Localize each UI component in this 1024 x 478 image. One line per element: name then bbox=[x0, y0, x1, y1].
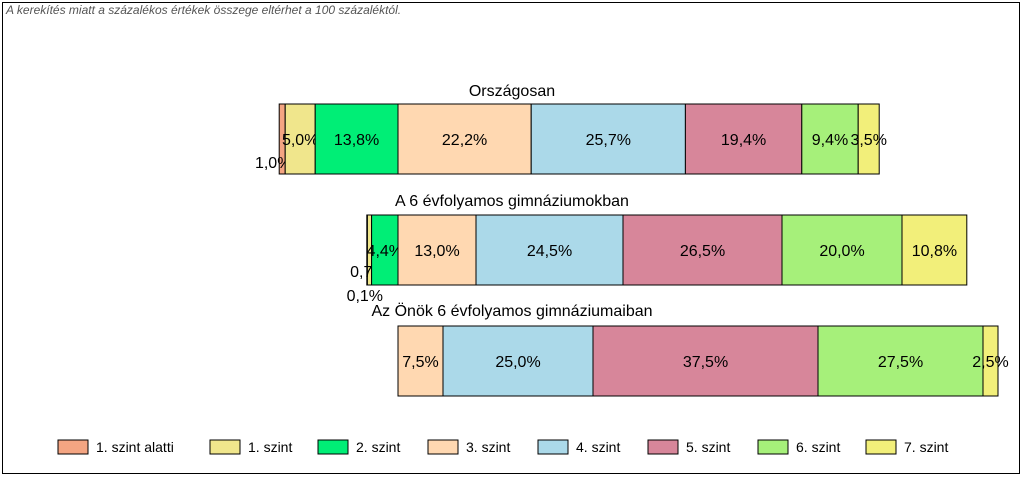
bar-title: Az Önök 6 évfolyamos gimnáziumaiban bbox=[371, 302, 652, 320]
legend-swatch bbox=[647, 439, 679, 455]
data-label: 13,8% bbox=[334, 132, 379, 149]
bar-segment bbox=[817, 325, 984, 397]
bar-segment bbox=[530, 103, 686, 175]
bar-segment bbox=[397, 214, 477, 286]
bar-segment bbox=[475, 214, 624, 286]
data-label: 22,2% bbox=[442, 132, 487, 149]
bar-segment bbox=[684, 103, 803, 175]
bar-segment bbox=[857, 103, 880, 175]
bar-segment bbox=[397, 103, 532, 175]
legend-swatch bbox=[209, 439, 241, 455]
bar-segment bbox=[801, 103, 859, 175]
data-label: 24,5% bbox=[527, 243, 572, 260]
data-label: 37,5% bbox=[683, 354, 728, 371]
legend-swatch bbox=[757, 439, 789, 455]
bar-segment bbox=[397, 325, 444, 397]
data-label: 26,5% bbox=[680, 243, 725, 260]
bar-segment bbox=[592, 325, 819, 397]
bar-segment bbox=[781, 214, 903, 286]
data-label: 4,4% bbox=[367, 243, 403, 260]
legend-label: 1. szint alatti bbox=[96, 439, 174, 455]
bar-title: A 6 évfolyamos gimnáziumokban bbox=[395, 193, 629, 210]
legend-label: 1. szint bbox=[248, 439, 292, 455]
bar-segment bbox=[622, 214, 783, 286]
data-label: 9,4% bbox=[812, 132, 848, 149]
data-label: 3,5% bbox=[850, 132, 886, 149]
bar-segment bbox=[284, 103, 316, 175]
data-label: 25,7% bbox=[586, 132, 631, 149]
legend-swatch bbox=[537, 439, 569, 455]
legend-swatch bbox=[57, 439, 89, 455]
bar-segment bbox=[314, 103, 399, 175]
legend-label: 7. szint bbox=[904, 439, 948, 455]
data-label: 20,0% bbox=[819, 243, 864, 260]
data-label: 13,0% bbox=[414, 243, 459, 260]
data-label: 10,8% bbox=[912, 243, 957, 260]
legend-label: 5. szint bbox=[686, 439, 730, 455]
data-label: 1,0% bbox=[255, 155, 291, 172]
data-label: 25,0% bbox=[495, 354, 540, 371]
data-label: 0,1% bbox=[347, 288, 383, 305]
data-label: 27,5% bbox=[878, 354, 923, 371]
legend-swatch bbox=[865, 439, 897, 455]
legend-label: 4. szint bbox=[576, 439, 620, 455]
legend-swatch bbox=[317, 439, 349, 455]
legend-label: 3. szint bbox=[466, 439, 510, 455]
data-label: 2,5% bbox=[972, 354, 1008, 371]
rounding-note: A kerekítés miatt a százalékos értékek ö… bbox=[6, 3, 402, 17]
bar-segment bbox=[371, 214, 399, 286]
bar-segment bbox=[901, 214, 968, 286]
data-label: 5,0% bbox=[282, 132, 318, 149]
legend-label: 2. szint bbox=[356, 439, 400, 455]
data-label: 7,5% bbox=[402, 354, 438, 371]
bar-segment bbox=[982, 325, 999, 397]
legend-label: 6. szint bbox=[796, 439, 840, 455]
legend-swatch bbox=[427, 439, 459, 455]
bar-title: Országosan bbox=[469, 83, 555, 100]
data-label: 19,4% bbox=[721, 132, 766, 149]
bar-segment bbox=[442, 325, 594, 397]
